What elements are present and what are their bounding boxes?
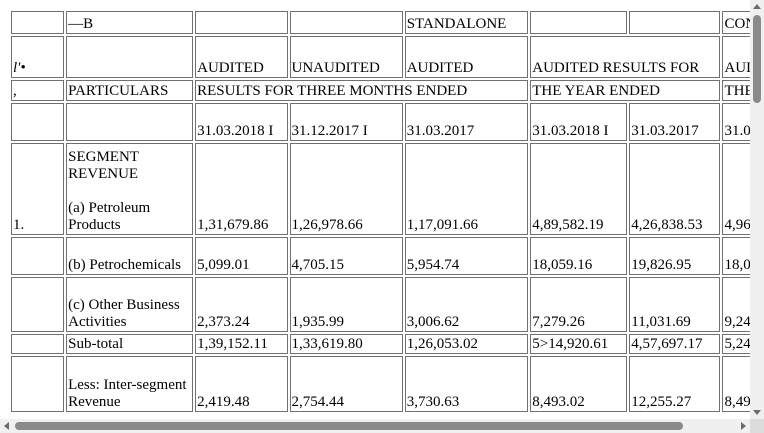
h3-c0: ,	[11, 80, 65, 101]
value-cell: 8,493.02	[530, 356, 628, 412]
value-cell: 9,240.72	[722, 277, 750, 332]
h2-c0: l'•	[11, 36, 65, 78]
date-col-3: 31.03.2017	[404, 103, 529, 141]
financial-results-table: —B STANDALONE CONSOLIDATED l'• AUDITED U…	[9, 9, 750, 414]
value-cell: 2,373.24	[195, 277, 288, 332]
row-label: Less: Inter-segment Revenue	[66, 356, 194, 412]
h1-c1: —B	[66, 11, 194, 34]
row-label: Sub-total	[66, 334, 194, 354]
table-row: Sub-total 1,39,152.11 1,33,619.80 1,26,0…	[11, 334, 750, 354]
value-cell: 4,57,697.17	[629, 334, 721, 354]
serial-number	[11, 237, 65, 275]
particulars-header: PARTICULARS	[66, 80, 194, 101]
h1-c5	[530, 11, 628, 34]
value-cell: 12,255.27	[629, 356, 721, 412]
table-row: (b) Petrochemicals 5,099.01 4,705.15 5,9…	[11, 237, 750, 275]
value-cell: 1,26,978.66	[289, 143, 403, 235]
row-label: (c) Other Business Activities	[66, 277, 194, 332]
value-cell: 1,39,152.11	[195, 334, 288, 354]
value-cell: 3,006.62	[404, 277, 529, 332]
horizontal-scroll-thumb[interactable]	[15, 422, 683, 430]
value-cell: 19,826.95	[629, 237, 721, 275]
standalone-header: STANDALONE	[404, 11, 529, 34]
table-row: 1. SEGMENT REVENUE (a) Petroleum Products…	[11, 143, 750, 235]
unaudited-label: UNAUDITED	[289, 36, 403, 78]
value-cell: 18,059.16	[530, 237, 628, 275]
scroll-right-arrow-icon[interactable]	[736, 419, 750, 433]
scroll-up-arrow-icon[interactable]	[750, 0, 764, 14]
vertical-scrollbar[interactable]	[750, 0, 764, 419]
scroll-down-arrow-icon[interactable]	[750, 405, 764, 419]
horizontal-scrollbar[interactable]	[0, 419, 750, 433]
value-cell: 11,031.69	[629, 277, 721, 332]
segment-revenue-heading: SEGMENT REVENUE	[68, 149, 139, 182]
value-cell: 2,754.44	[289, 356, 403, 412]
row-label: (b) Petrochemicals	[66, 237, 194, 275]
serial-number	[11, 277, 65, 332]
value-cell: 4,26,838.53	[629, 143, 721, 235]
serial-number: 1.	[11, 143, 65, 235]
header-row-3: , PARTICULARS RESULTS FOR THREE MONTHS E…	[11, 80, 750, 101]
document-viewport: —B STANDALONE CONSOLIDATED l'• AUDITED U…	[9, 9, 750, 414]
value-cell: 18,059.16	[722, 237, 750, 275]
value-cell: 7,279.26	[530, 277, 628, 332]
value-cell: 1,935.99	[289, 277, 403, 332]
date-col-6: 31.03.2018 1	[722, 103, 750, 141]
scroll-left-arrow-icon[interactable]	[0, 419, 14, 433]
row-label: SEGMENT REVENUE (a) Petroleum Products	[66, 143, 194, 235]
table-row: (c) Other Business Activities 2,373.24 1…	[11, 277, 750, 332]
header-row-4: 31.03.2018 I 31.12.2017 I 31.03.2017 31.…	[11, 103, 750, 141]
value-cell: 4,96,735.03	[722, 143, 750, 235]
audited-label-2: AUDITED	[404, 36, 529, 78]
serial-number	[11, 334, 65, 354]
header-row-2: l'• AUDITED UNAUDITED AUDITED AUDITED RE…	[11, 36, 750, 78]
vertical-scroll-thumb[interactable]	[753, 15, 761, 103]
value-cell: 5,099.01	[195, 237, 288, 275]
year-ended-consolidated-header: THE YEAR ENDED	[722, 80, 750, 101]
serial-number	[11, 356, 65, 412]
row-label-text: (a) Petroleum Products	[68, 200, 151, 233]
value-cell: 5,954.74	[404, 237, 529, 275]
scrollbar-corner	[750, 419, 764, 433]
consolidated-header: CONSOLIDATED	[722, 11, 750, 34]
header-row-1: —B STANDALONE CONSOLIDATED	[11, 11, 750, 34]
date-col-2: 31.12.2017 I	[289, 103, 403, 141]
h1-c6	[629, 11, 721, 34]
h4-c0	[11, 103, 65, 141]
three-months-ended-header: RESULTS FOR THREE MONTHS ENDED	[195, 80, 529, 101]
date-col-4: 31.03.2018 I	[530, 103, 628, 141]
year-ended-standalone-header: THE YEAR ENDED	[530, 80, 721, 101]
value-cell: 5,24,034.91	[722, 334, 750, 354]
value-cell: 4,89,582.19	[530, 143, 628, 235]
table-row: Less: Inter-segment Revenue 2,419.48 2,7…	[11, 356, 750, 412]
audited-label-1: AUDITED	[195, 36, 288, 78]
h2-c1	[66, 36, 194, 78]
value-cell: 1,33,619.80	[289, 334, 403, 354]
value-cell: 1,26,053.02	[404, 334, 529, 354]
h4-c1	[66, 103, 194, 141]
audited-results-for-standalone: AUDITED RESULTS FOR	[530, 36, 721, 78]
h1-c0	[11, 11, 65, 34]
value-cell: 3,730.63	[404, 356, 529, 412]
date-col-1: 31.03.2018 I	[195, 103, 288, 141]
value-cell: 1,31,679.86	[195, 143, 288, 235]
value-cell: 2,419.48	[195, 356, 288, 412]
h1-c3	[289, 11, 403, 34]
h1-c2	[195, 11, 288, 34]
value-cell: 8,493.02	[722, 356, 750, 412]
value-cell: 1,17,091.66	[404, 143, 529, 235]
value-cell: 5>14,920.61	[530, 334, 628, 354]
audited-results-for-consolidated: AUDITED RESULTS FOR	[722, 36, 750, 78]
date-col-5: 31.03.2017	[629, 103, 721, 141]
value-cell: 4,705.15	[289, 237, 403, 275]
